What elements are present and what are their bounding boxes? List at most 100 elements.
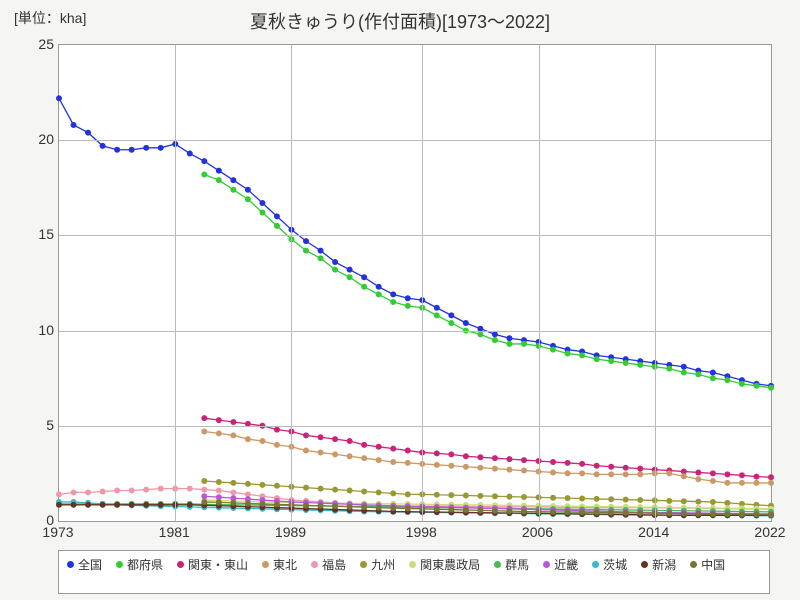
series-marker xyxy=(390,291,396,297)
series-marker xyxy=(361,284,367,290)
series-marker xyxy=(608,510,614,516)
series-marker xyxy=(565,509,571,515)
series-marker xyxy=(129,147,135,153)
series-marker xyxy=(216,168,222,174)
series-marker xyxy=(448,507,454,513)
series-marker xyxy=(492,455,498,461)
series-marker xyxy=(739,511,745,517)
legend-marker xyxy=(360,561,367,568)
series-marker xyxy=(318,486,324,492)
legend-item: 都府県 xyxy=(116,555,163,573)
series-marker xyxy=(201,429,207,435)
series-marker xyxy=(666,498,672,504)
series-marker xyxy=(753,480,759,486)
series-marker xyxy=(230,177,236,183)
series-marker xyxy=(303,502,309,508)
legend-item: 関東農政局 xyxy=(409,555,480,573)
series-marker xyxy=(390,490,396,496)
series-marker xyxy=(753,383,759,389)
series-marker xyxy=(448,451,454,457)
series-marker xyxy=(201,493,207,499)
legend-marker xyxy=(494,561,501,568)
series-marker xyxy=(695,511,701,517)
series-marker xyxy=(608,464,614,470)
series-marker xyxy=(565,460,571,466)
series-marker xyxy=(695,371,701,377)
series-marker xyxy=(666,470,672,476)
legend-item: 近畿 xyxy=(543,555,578,573)
series-marker xyxy=(201,487,207,493)
series-marker xyxy=(129,502,135,508)
series-marker xyxy=(463,453,469,459)
series-marker xyxy=(681,498,687,504)
series-marker xyxy=(405,491,411,497)
series-marker xyxy=(477,331,483,337)
legend-item: 関東・東山 xyxy=(177,555,248,573)
series-marker xyxy=(100,488,106,494)
x-tick-label: 2022 xyxy=(754,524,785,540)
legend-marker xyxy=(641,561,648,568)
series-marker xyxy=(71,489,77,495)
x-tick-label: 2014 xyxy=(638,524,669,540)
series-marker xyxy=(666,510,672,516)
chart-title: 夏秋きゅうり(作付面積)[1973～2022] xyxy=(0,8,800,34)
series-marker xyxy=(56,95,62,101)
series-marker xyxy=(187,486,193,492)
legend-label: 群馬 xyxy=(505,556,529,573)
series-marker xyxy=(608,496,614,502)
series-marker xyxy=(245,196,251,202)
series-marker xyxy=(506,508,512,514)
series-marker xyxy=(492,493,498,499)
series-marker xyxy=(390,446,396,452)
series-marker xyxy=(405,303,411,309)
series-marker xyxy=(158,486,164,492)
series-marker xyxy=(448,320,454,326)
series-marker xyxy=(376,291,382,297)
series-marker xyxy=(390,505,396,511)
legend: 全国都府県関東・東山東北福島九州関東農政局群馬近畿茨城新潟中国 xyxy=(58,550,770,594)
series-marker xyxy=(448,463,454,469)
series-marker xyxy=(477,507,483,513)
series-marker xyxy=(681,511,687,517)
series-marker xyxy=(230,480,236,486)
series-marker xyxy=(303,448,309,454)
series-marker xyxy=(332,487,338,493)
series-marker xyxy=(187,502,193,508)
series-marker xyxy=(303,432,309,438)
series-marker xyxy=(114,488,120,494)
series-marker xyxy=(318,503,324,509)
series-marker xyxy=(463,492,469,498)
y-tick-label: 20 xyxy=(4,131,54,147)
series-marker xyxy=(434,450,440,456)
series-marker xyxy=(376,284,382,290)
x-tick-label: 1981 xyxy=(159,524,190,540)
series-marker xyxy=(274,442,280,448)
series-marker xyxy=(259,200,265,206)
series-marker xyxy=(216,494,222,500)
series-marker xyxy=(201,415,207,421)
plot-area xyxy=(58,44,772,522)
y-tick-label: 15 xyxy=(4,226,54,242)
series-marker xyxy=(332,436,338,442)
series-marker xyxy=(506,467,512,473)
series-marker xyxy=(274,213,280,219)
series-marker xyxy=(434,305,440,311)
series-svg xyxy=(59,45,771,521)
series-marker xyxy=(623,497,629,503)
x-tick-label: 1989 xyxy=(275,524,306,540)
series-marker xyxy=(623,471,629,477)
legend-marker xyxy=(592,561,599,568)
series-marker xyxy=(390,459,396,465)
series-marker xyxy=(361,455,367,461)
legend-marker xyxy=(543,561,550,568)
series-marker xyxy=(303,485,309,491)
series-marker xyxy=(216,430,222,436)
series-marker xyxy=(332,503,338,509)
series-marker xyxy=(318,248,324,254)
legend-label: 都府県 xyxy=(127,556,163,573)
series-marker xyxy=(259,210,265,216)
legend-label: 福島 xyxy=(322,556,346,573)
legend-item: 茨城 xyxy=(592,555,627,573)
series-marker xyxy=(216,479,222,485)
series-marker xyxy=(347,453,353,459)
